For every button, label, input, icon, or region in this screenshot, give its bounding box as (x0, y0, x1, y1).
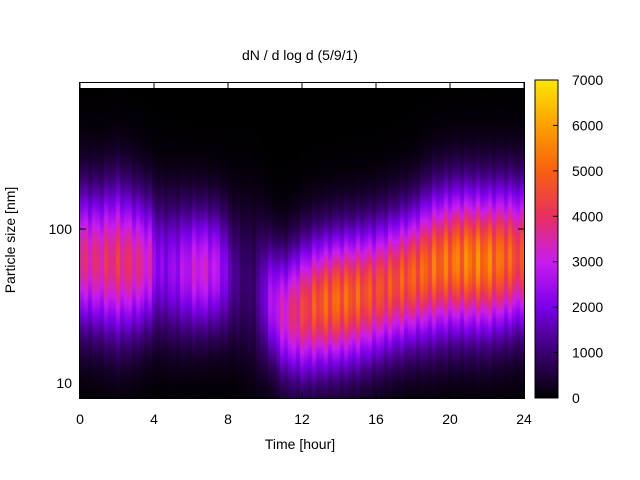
colorbar-tick-label: 7000 (572, 72, 603, 88)
x-axis: 0 4 8 12 16 20 24 (76, 82, 532, 427)
chart-title: dN / d log d (5/9/1) (242, 47, 358, 63)
colorbar-tick-label: 3000 (572, 254, 603, 270)
colorbar-tick-label: 0 (572, 390, 580, 406)
colorbar-tick-label: 5000 (572, 163, 603, 179)
x-tick-label: 20 (442, 411, 458, 427)
y-tick-label: 100 (49, 221, 73, 237)
colorbar-tick-label: 6000 (572, 117, 603, 133)
x-tick-label: 8 (224, 411, 232, 427)
colorbar-tick-label: 1000 (572, 345, 603, 361)
colorbar (534, 79, 559, 399)
y-tick-label: 10 (56, 375, 72, 391)
colorbar-tick-label: 4000 (572, 208, 603, 224)
x-tick-label: 0 (76, 411, 84, 427)
heatmap-image (80, 88, 524, 398)
heatmap-plot-area (80, 88, 524, 398)
x-tick-label: 4 (150, 411, 158, 427)
x-axis-label: Time [hour] (265, 436, 335, 452)
y-axis-label: Particle size [nm] (2, 187, 18, 294)
colorbar-axis: 0 1000 2000 3000 4000 5000 6000 7000 (553, 72, 603, 406)
y-axis: 10 100 (49, 221, 524, 391)
x-tick-label: 12 (294, 411, 310, 427)
colorbar-tick-label: 2000 (572, 299, 603, 315)
x-tick-label: 16 (368, 411, 384, 427)
x-tick-label: 24 (516, 411, 532, 427)
